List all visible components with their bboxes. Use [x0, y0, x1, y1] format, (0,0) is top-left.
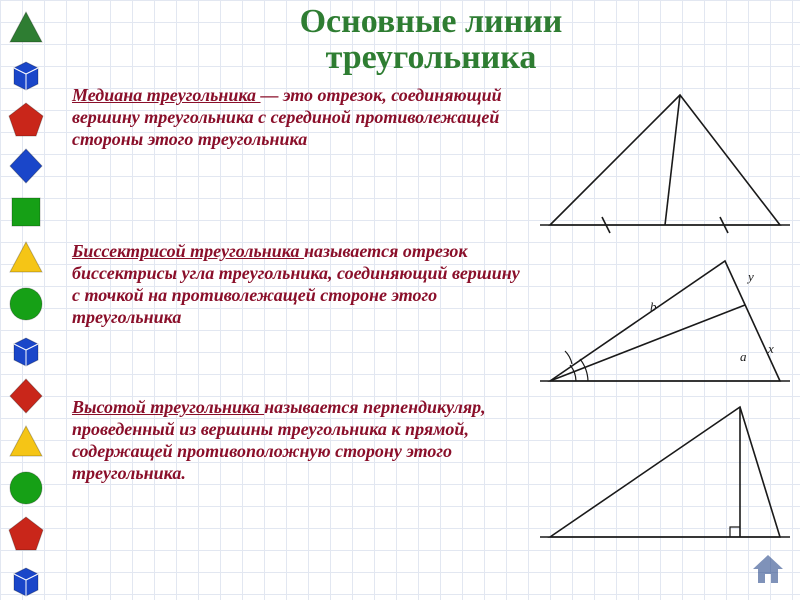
- svg-text:a: a: [740, 349, 747, 364]
- decorative-shape-icon: [6, 422, 46, 462]
- decorative-shape-icon: [6, 146, 46, 186]
- title-line-1: Основные линии: [300, 3, 563, 40]
- diagram-bisector: b a x y: [540, 241, 790, 391]
- home-icon[interactable]: [750, 553, 786, 590]
- definition-altitude: Высотой треугольника называется перпенди…: [72, 397, 530, 485]
- decorative-shape-icon: [6, 514, 46, 554]
- definition-row-bisector: Биссектрисой треугольника называется отр…: [72, 241, 790, 391]
- decorative-shape-icon: [6, 8, 46, 48]
- definition-bisector: Биссектрисой треугольника называется отр…: [72, 241, 530, 329]
- svg-text:b: b: [650, 299, 657, 314]
- slide-content: Основные линии треугольника Медиана треу…: [52, 0, 800, 600]
- definition-row-median: Медиана треугольника — это отрезок, соед…: [72, 85, 790, 235]
- svg-text:x: x: [767, 341, 774, 356]
- decorative-shape-icon: [6, 284, 46, 324]
- decorative-shape-icon: [6, 238, 46, 278]
- decorative-sidebar: [0, 0, 52, 600]
- definition-row-altitude: Высотой треугольника называется перпенди…: [72, 397, 790, 547]
- definition-median: Медиана треугольника — это отрезок, соед…: [72, 85, 530, 151]
- decorative-shape-icon: [6, 376, 46, 416]
- page-title: Основные линии треугольника: [72, 4, 790, 75]
- decorative-shape-icon: [6, 560, 46, 600]
- diagram-altitude: [540, 397, 790, 547]
- diagram-median: [540, 85, 790, 235]
- decorative-shape-icon: [6, 330, 46, 370]
- svg-text:y: y: [746, 269, 754, 284]
- term-altitude: Высотой треугольника: [72, 397, 264, 417]
- decorative-shape-icon: [6, 192, 46, 232]
- term-bisector: Биссектрисой треугольника: [72, 241, 304, 261]
- decorative-shape-icon: [6, 54, 46, 94]
- decorative-shape-icon: [6, 100, 46, 140]
- title-line-2: треугольника: [326, 39, 537, 76]
- term-median: Медиана треугольника: [72, 85, 261, 105]
- decorative-shape-icon: [6, 468, 46, 508]
